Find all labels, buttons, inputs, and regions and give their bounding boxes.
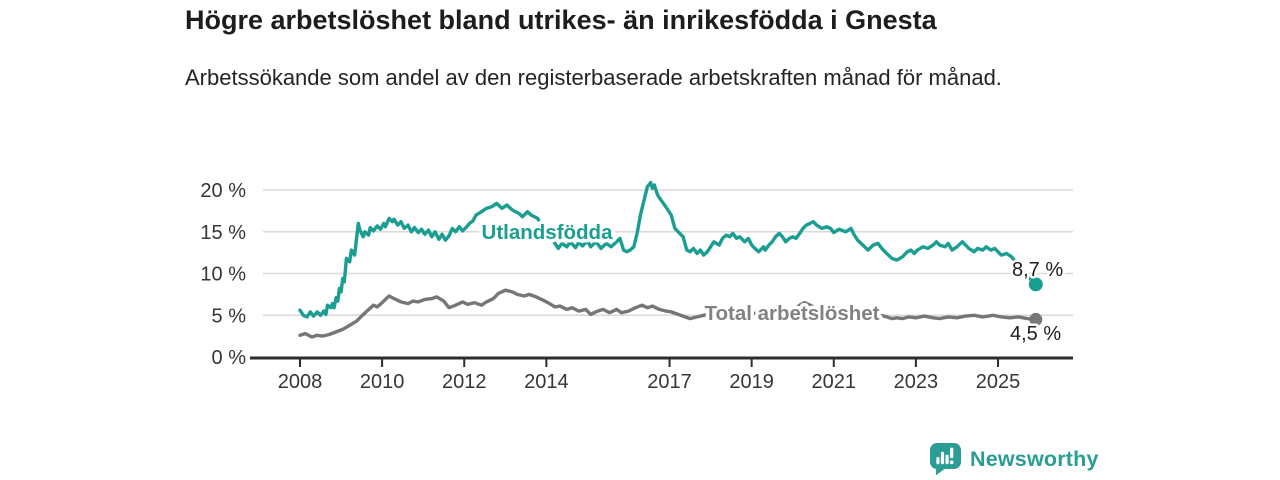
x-tick-label: 2021 <box>812 371 857 393</box>
x-tick-label: 2019 <box>729 371 774 393</box>
series-line-utlandsfodda <box>298 180 1038 319</box>
newsworthy-logo-icon <box>930 443 961 475</box>
logo-bar-short <box>936 457 940 465</box>
brand-footer: Newsworthy <box>930 443 1099 475</box>
x-tick-label: 2025 <box>976 371 1021 393</box>
y-tick-label: 10 % <box>200 264 246 286</box>
x-tick-label: 2023 <box>894 371 939 393</box>
series-label-total: Total arbetslöshet <box>704 302 879 325</box>
chart-title: Högre arbetslöshet bland utrikes- än inr… <box>185 5 937 35</box>
x-tick-label: 2010 <box>360 371 405 393</box>
x-tick-label: 2008 <box>278 371 323 393</box>
logo-exclamation-dot <box>949 460 954 465</box>
y-tick-label: 5 % <box>212 305 247 327</box>
y-tick-label: 0 % <box>212 347 247 369</box>
x-tick-label: 2017 <box>647 371 692 393</box>
x-tick-label: 2014 <box>524 371 569 393</box>
y-tick-label: 15 % <box>200 222 246 244</box>
y-tick-label: 20 % <box>200 180 246 202</box>
logo-exclamation-bar <box>950 447 954 459</box>
brand-name: Newsworthy <box>970 446 1099 471</box>
series-label-utlandsfodda: Utlandsfödda <box>482 221 614 244</box>
x-tick-label: 2012 <box>442 371 487 393</box>
end-value-label-utlandsfodda: 8,7 % <box>1012 259 1063 281</box>
end-value-label-total: 4,5 % <box>1010 323 1061 345</box>
series-end-dot-utlandsfodda <box>1028 277 1043 292</box>
series-end-dot-total <box>1029 312 1043 326</box>
logo-bar-tall <box>940 451 945 465</box>
series-line-total <box>298 288 1038 339</box>
logo-bar-medium <box>945 454 949 465</box>
chart-subtitle: Arbetssökande som andel av den registerb… <box>185 65 1002 90</box>
